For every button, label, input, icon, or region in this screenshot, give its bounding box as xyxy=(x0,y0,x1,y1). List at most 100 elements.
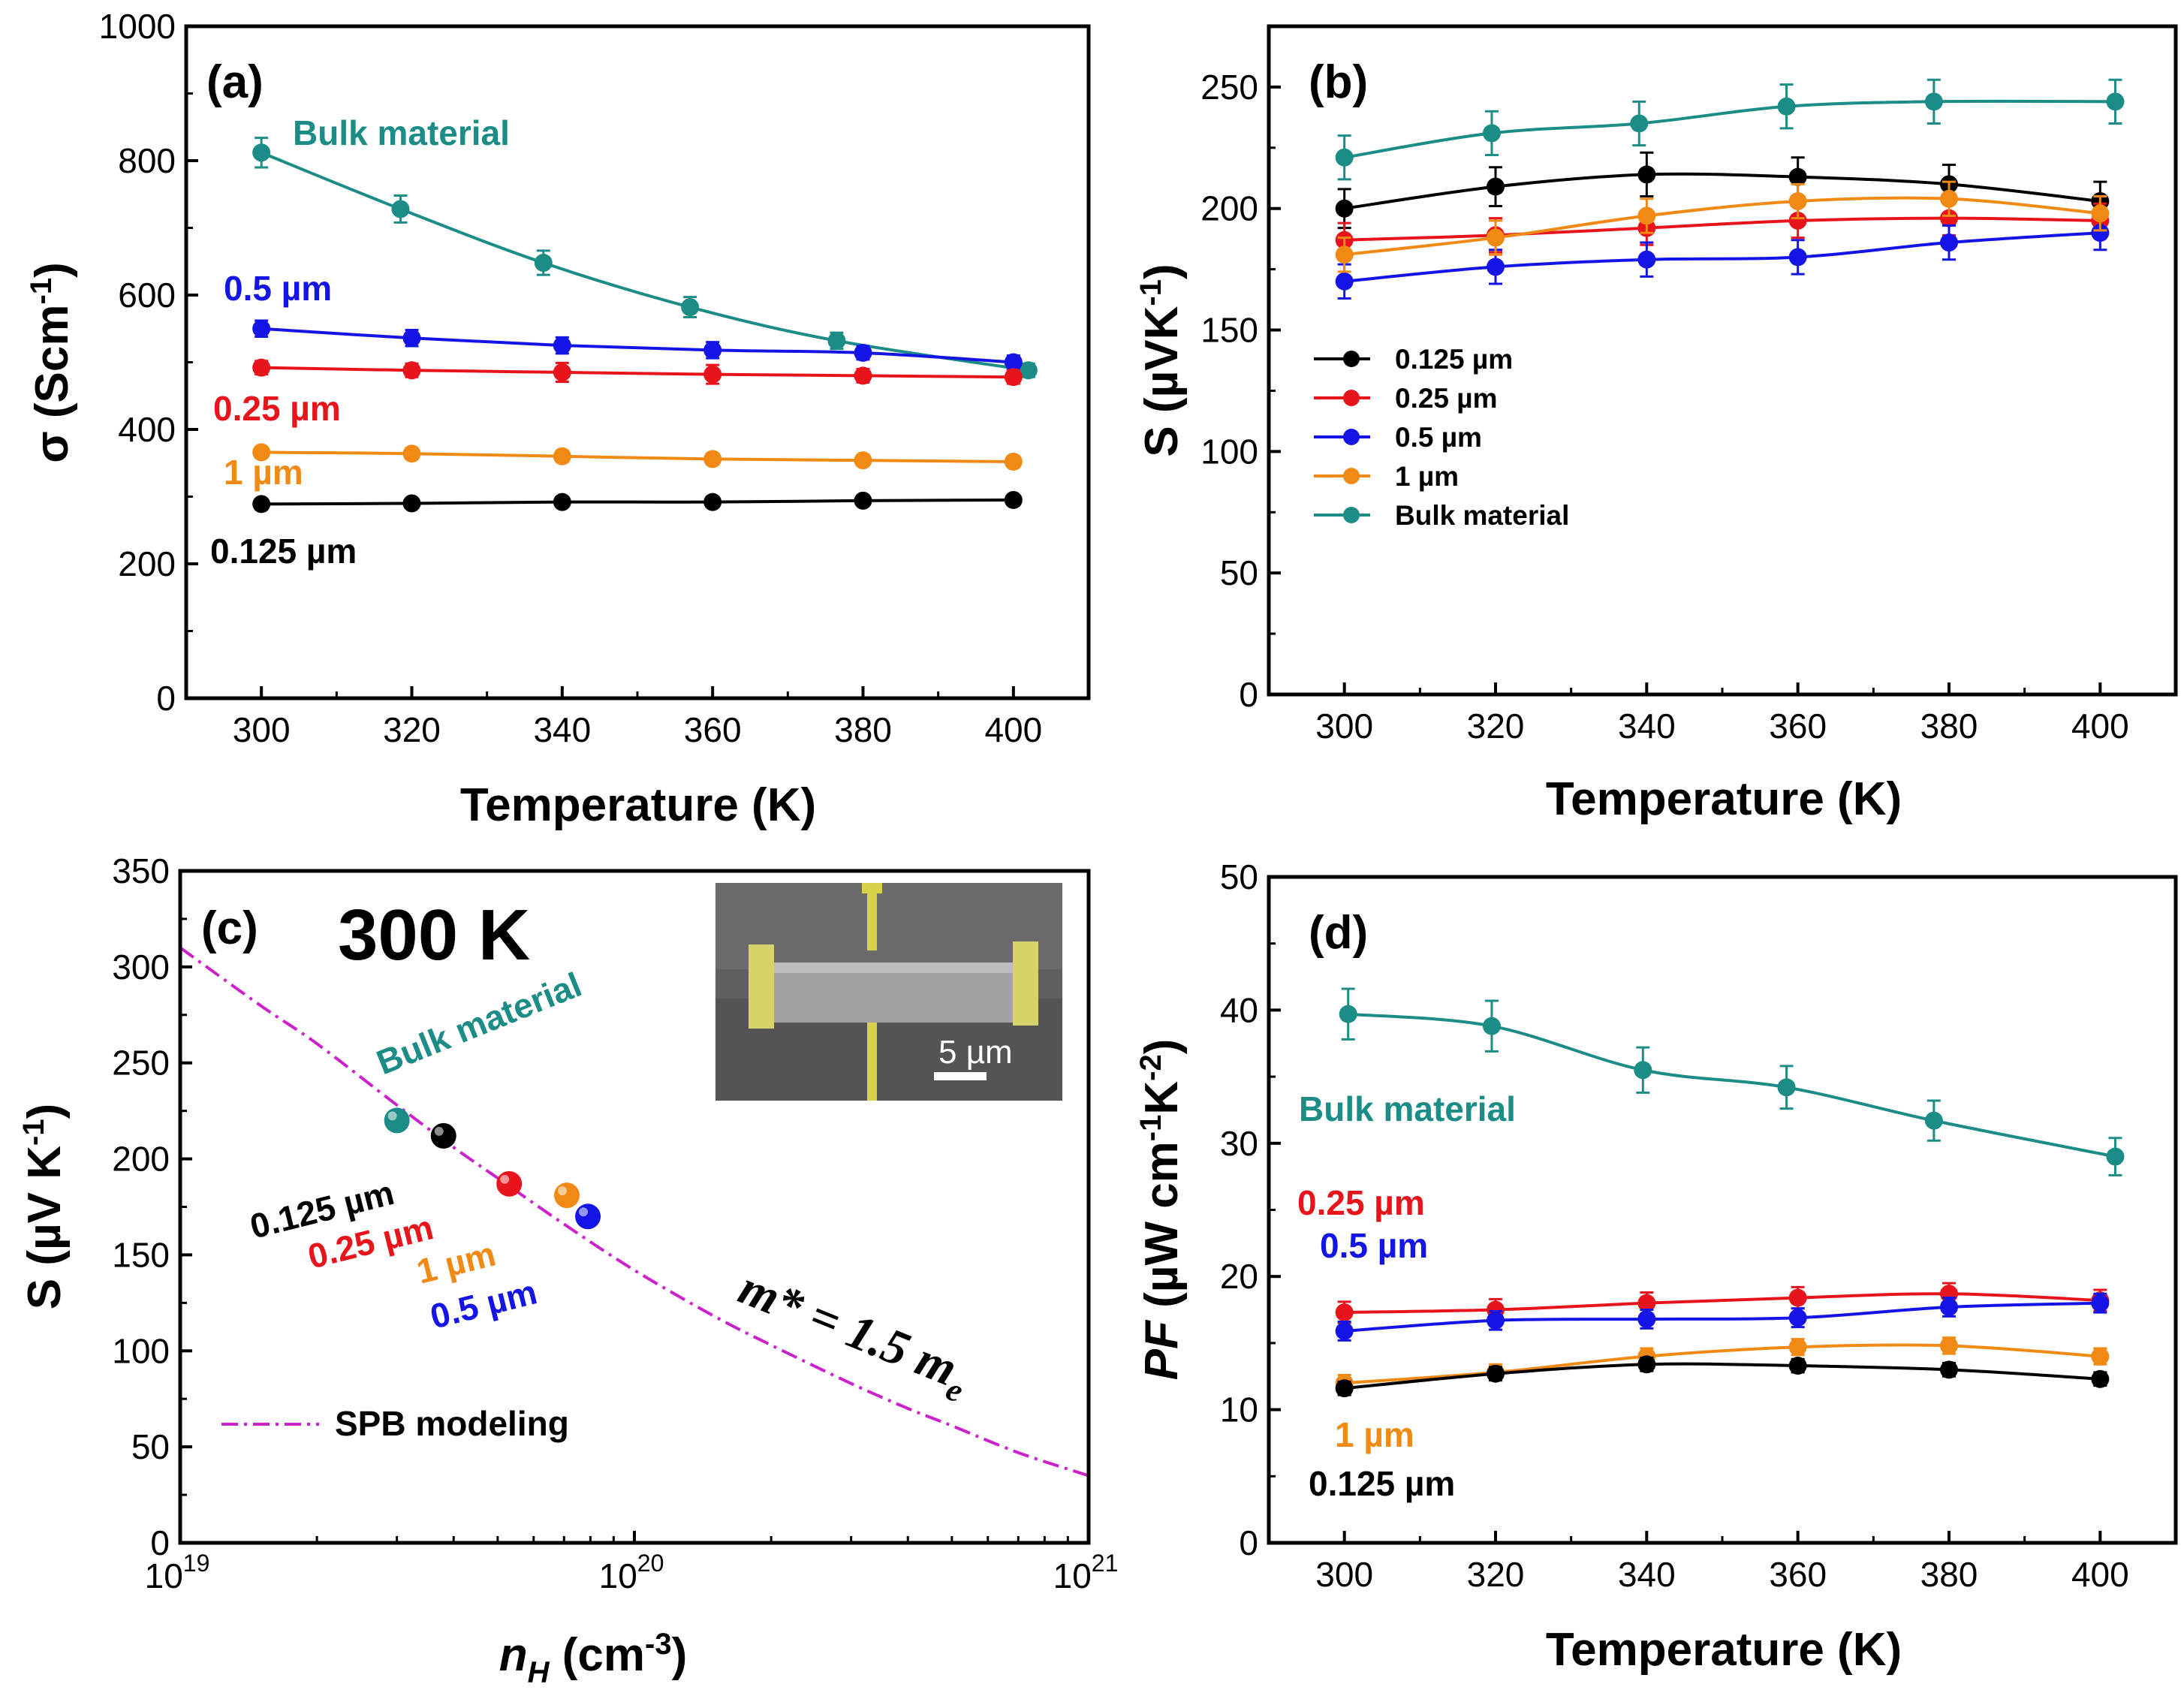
panel-a-frame xyxy=(184,24,1091,700)
y-tick-label: 150 xyxy=(1200,311,1258,350)
series-line xyxy=(1348,1012,2116,1158)
panel-c-series xyxy=(179,946,1089,1478)
data-point xyxy=(391,200,410,218)
x-tick-label: 1019 xyxy=(145,1550,210,1595)
data-point xyxy=(252,443,271,462)
series-0-125-m xyxy=(1335,151,2110,230)
y-tick-label: 400 xyxy=(118,410,176,449)
panel-d-label-1: 1 µm xyxy=(1335,1415,1414,1454)
legend-label-bulk: Bulk material xyxy=(1395,500,1569,531)
x-tick-label: 400 xyxy=(984,710,1042,749)
spb-model-curve xyxy=(179,946,1089,1478)
data-point xyxy=(827,331,846,350)
data-point xyxy=(1788,192,1807,211)
data-point xyxy=(1637,1294,1656,1312)
x-tick-label: 320 xyxy=(1467,1555,1525,1594)
y-tick-label: 10 xyxy=(1220,1390,1258,1429)
panel-d-ylabel-symbol: PF xyxy=(1136,1319,1188,1380)
panel-c-mass-label: m* = 1.5 me xyxy=(728,1260,978,1410)
panel-b-ylabel-unit: (µVK xyxy=(1136,306,1188,413)
panel-d-label-025: 0.25 µm xyxy=(1297,1183,1425,1222)
panel-a-label-bulk: Bulk material xyxy=(293,113,510,152)
y-tick-label: 50 xyxy=(1220,857,1258,896)
data-point xyxy=(2106,92,2125,111)
data-point xyxy=(1777,97,1796,116)
panel-a-label-0125: 0.125 µm xyxy=(210,532,357,571)
data-point xyxy=(1637,250,1656,269)
y-tick-label: 0 xyxy=(1239,1523,1258,1562)
legend-marker-025 xyxy=(1343,390,1360,406)
legend-marker-05 xyxy=(1343,429,1360,445)
panel-d-ylabel-unit: (µW cm xyxy=(1136,1141,1188,1308)
sem-inset-right-contact xyxy=(1013,941,1038,1026)
point-highlight xyxy=(434,1126,444,1136)
series-0-5-m xyxy=(1335,214,2110,300)
panel-d-ylabel: PF (µW cm-1K-2) xyxy=(1134,1039,1188,1381)
data-point xyxy=(252,495,271,514)
legend-marker-1 xyxy=(1343,468,1360,484)
panel-c-xlabel-unit: (cm xyxy=(562,1629,645,1681)
y-tick-label: 20 xyxy=(1220,1257,1258,1296)
panel-b-series xyxy=(1335,78,2125,300)
data-point xyxy=(1788,1357,1807,1375)
series-bulk-material xyxy=(1335,78,2125,181)
panel-a-ticks: 300 320 340 360 380 400 0 200 400 600 800 1000 xyxy=(99,7,1090,749)
series-line xyxy=(1344,172,2101,210)
series-0-25-m xyxy=(1335,1282,2110,1324)
x-tick-label: 380 xyxy=(834,710,892,749)
data-point xyxy=(1004,353,1023,372)
point-highlight xyxy=(558,1186,568,1196)
y-tick-label: 600 xyxy=(118,276,176,315)
data-point xyxy=(703,493,722,511)
data-point xyxy=(1482,1017,1501,1035)
panel-c-ylabel-unit: (µV K xyxy=(19,1146,71,1266)
panel-c-xlabel: nH (cm-3) xyxy=(499,1628,688,1689)
y-tick-label: 30 xyxy=(1220,1124,1258,1163)
data-point xyxy=(854,491,872,510)
data-point xyxy=(1004,490,1023,509)
data-point xyxy=(1487,1311,1505,1330)
x-tick-label: 400 xyxy=(2071,706,2129,746)
data-point xyxy=(1335,272,1354,291)
data-point xyxy=(1339,1005,1357,1023)
series-line xyxy=(261,366,1014,379)
data-point xyxy=(2091,224,2110,242)
series-line xyxy=(1344,1292,2101,1315)
data-point xyxy=(1482,124,1501,143)
panel-c-label: (c) xyxy=(201,902,258,954)
data-point xyxy=(575,1203,601,1230)
data-point xyxy=(703,341,722,360)
data-point xyxy=(1637,165,1656,184)
data-point xyxy=(1788,1288,1807,1307)
point-highlight xyxy=(387,1111,397,1121)
data-point xyxy=(1630,114,1649,133)
data-point xyxy=(1004,452,1023,471)
data-point xyxy=(1634,1061,1652,1080)
data-point xyxy=(496,1170,523,1197)
data-point xyxy=(2091,204,2110,223)
legend-marker-bulk xyxy=(1343,507,1360,523)
point-0-5-m xyxy=(575,1203,601,1230)
series-line xyxy=(261,327,1014,364)
data-point xyxy=(252,358,271,377)
y-tick-label: 50 xyxy=(1220,553,1258,592)
y-tick-label: 250 xyxy=(1200,68,1258,107)
point-0-125-m xyxy=(430,1122,456,1149)
panel-a-label: (a) xyxy=(206,56,264,108)
data-point xyxy=(1788,1338,1807,1357)
panel-d-frame xyxy=(1267,875,2178,1545)
data-point xyxy=(1335,148,1354,167)
data-point xyxy=(553,493,571,511)
panel-d-ylabel-close: ) xyxy=(1136,1039,1188,1055)
series-1-m xyxy=(252,443,1023,471)
panel-a-label-025: 0.25 µm xyxy=(213,389,341,428)
series-0-125-m xyxy=(1335,1355,2110,1398)
data-point xyxy=(703,450,722,468)
data-point xyxy=(402,494,421,513)
series-line xyxy=(1344,196,2101,257)
data-point xyxy=(402,444,421,463)
legend-marker-0125 xyxy=(1343,351,1360,367)
data-point xyxy=(1487,228,1505,247)
x-tick-label: 360 xyxy=(684,710,742,749)
